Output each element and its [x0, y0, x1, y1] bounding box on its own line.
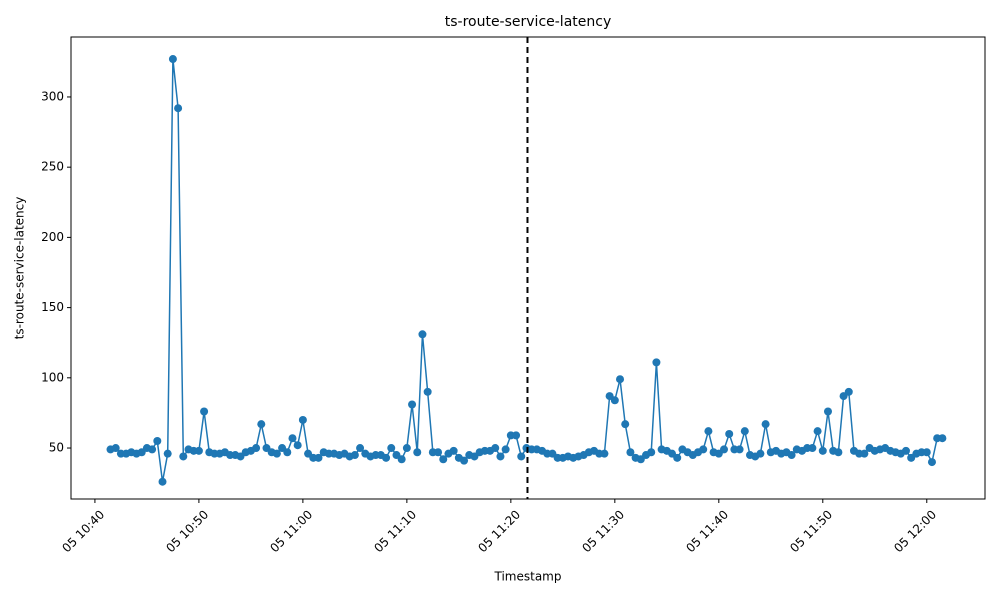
point — [735, 445, 744, 454]
point — [616, 375, 625, 384]
point — [163, 449, 172, 458]
point — [460, 456, 469, 465]
point — [621, 420, 630, 429]
point — [293, 441, 302, 450]
plot-frame — [70, 36, 986, 500]
point — [272, 449, 281, 458]
point — [740, 427, 749, 436]
point — [699, 445, 708, 454]
point — [756, 449, 765, 458]
point — [402, 444, 411, 453]
point — [834, 448, 843, 457]
y-axis-label: ts-route-service-latency — [13, 197, 27, 340]
point — [818, 446, 827, 455]
point — [356, 444, 365, 453]
point — [901, 446, 910, 455]
point — [647, 448, 656, 457]
point — [673, 453, 682, 462]
point — [397, 455, 406, 464]
y-tick-label: 250 — [41, 160, 64, 174]
point — [938, 434, 947, 443]
point — [501, 445, 510, 454]
point — [288, 434, 297, 443]
point — [111, 444, 120, 453]
y-tick-label: 300 — [41, 89, 64, 103]
point — [387, 444, 396, 453]
y-tick-label: 200 — [41, 230, 64, 244]
point — [418, 330, 427, 339]
point — [298, 415, 307, 424]
point — [350, 451, 359, 460]
point — [434, 448, 443, 457]
point — [927, 458, 936, 467]
point — [174, 104, 183, 113]
y-tick-label: 150 — [41, 300, 64, 314]
chart-title: ts-route-service-latency — [445, 14, 612, 30]
point — [512, 431, 521, 440]
point — [496, 452, 505, 461]
point — [314, 453, 323, 462]
point — [761, 420, 770, 429]
point — [704, 427, 713, 436]
point — [813, 427, 822, 436]
point — [808, 444, 817, 453]
point — [860, 449, 869, 458]
point — [252, 444, 261, 453]
point — [413, 448, 422, 457]
point — [720, 445, 729, 454]
y-tick-label: 100 — [41, 370, 64, 384]
point — [148, 445, 157, 454]
point — [823, 407, 832, 416]
point — [382, 453, 391, 462]
point — [423, 387, 432, 396]
point — [449, 446, 458, 455]
point — [408, 400, 417, 409]
point — [179, 452, 188, 461]
point — [153, 437, 162, 446]
point — [194, 446, 203, 455]
point — [652, 358, 661, 367]
point — [257, 420, 266, 429]
point — [439, 455, 448, 464]
point — [725, 429, 734, 438]
point — [168, 55, 177, 64]
point — [158, 477, 167, 486]
point — [844, 387, 853, 396]
y-tick-label: 50 — [49, 441, 64, 455]
point — [626, 448, 635, 457]
x-axis-label: Timestamp — [494, 570, 562, 584]
point — [600, 449, 609, 458]
point — [517, 452, 526, 461]
point — [283, 448, 292, 457]
point — [200, 407, 209, 416]
point — [922, 448, 931, 457]
point — [610, 396, 619, 405]
point — [491, 444, 500, 453]
point — [787, 451, 796, 460]
